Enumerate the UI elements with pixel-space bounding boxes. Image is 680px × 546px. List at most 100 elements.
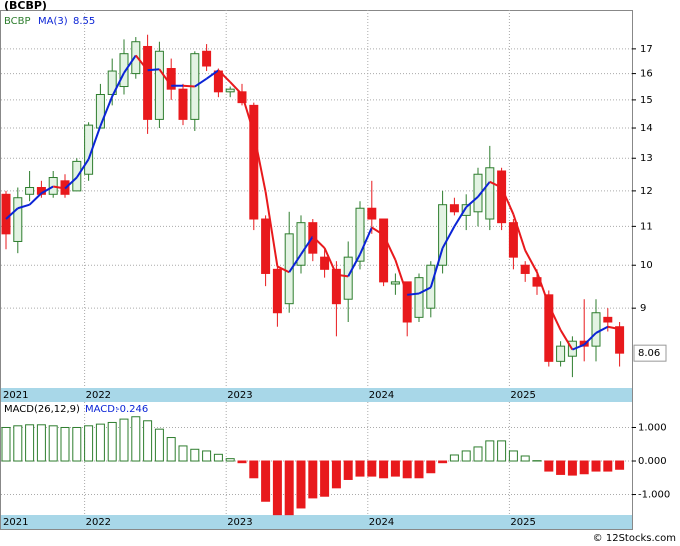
- ma-segment: [477, 181, 491, 198]
- ma-segment: [158, 68, 173, 87]
- candle-body: [296, 222, 306, 266]
- ma-segment: [572, 343, 585, 351]
- macd-bar: [166, 437, 176, 462]
- macd-bar: [95, 423, 105, 462]
- candle-body: [556, 345, 566, 362]
- x-tick-label: 2021: [3, 390, 28, 401]
- ma-segment: [17, 203, 30, 210]
- candle-body: [508, 222, 518, 258]
- y-tick-label: 10: [640, 260, 653, 271]
- y-tick-label: 12: [640, 186, 653, 197]
- macd-bar: [473, 446, 483, 462]
- candle-body: [414, 277, 424, 318]
- macd-bar: [591, 460, 601, 472]
- ma-segment: [429, 247, 444, 288]
- macd-bar: [485, 440, 495, 462]
- macd-bar: [131, 416, 141, 462]
- y-tick-label: 16: [640, 69, 653, 80]
- x-tick-label: 2022: [86, 517, 111, 528]
- ma-segment: [465, 195, 479, 208]
- x-tick-label: 2025: [510, 517, 535, 528]
- macd-bar: [449, 454, 459, 462]
- ma-segment: [418, 286, 432, 295]
- ma-segment: [182, 84, 195, 88]
- candle-body: [284, 233, 294, 305]
- macd-bar: [615, 460, 625, 470]
- candle-body: [485, 167, 495, 220]
- candle-body: [355, 207, 365, 262]
- ma-segment: [500, 187, 515, 215]
- x-tick-label: 2023: [227, 517, 252, 528]
- x-tick-label: 2024: [369, 390, 394, 401]
- candle-body: [272, 268, 282, 314]
- ma-segment: [371, 226, 385, 236]
- ma-segment: [264, 191, 279, 267]
- macd-bar: [556, 460, 566, 475]
- macd-bar: [154, 428, 164, 462]
- y-tick-label: 9: [640, 303, 646, 314]
- macd-bar: [379, 460, 389, 479]
- macd-bar: [72, 426, 82, 462]
- candle-body: [367, 207, 377, 220]
- footer: © 12Stocks.com: [593, 533, 676, 544]
- ma-segment: [524, 249, 538, 273]
- candle-body: [225, 88, 235, 93]
- ma-segment: [276, 265, 290, 274]
- candle-body: [343, 256, 353, 300]
- ma-segment: [347, 253, 361, 277]
- macd-bar: [143, 420, 153, 462]
- macd-bar: [308, 460, 318, 499]
- macd-bar: [225, 458, 235, 462]
- x-tick-label: 2023: [227, 390, 252, 401]
- ma-segment: [595, 325, 609, 334]
- candle-body: [449, 204, 459, 213]
- candle-body: [438, 204, 448, 266]
- candle-body: [591, 312, 601, 347]
- ma-segment: [75, 158, 90, 179]
- y-tick-label: 15: [640, 95, 653, 106]
- macd-bar: [414, 460, 424, 479]
- macd-bar: [367, 460, 377, 477]
- legend-macd-label: MACD:: [85, 404, 118, 415]
- macd-bar: [603, 460, 613, 472]
- macd-bar: [390, 460, 400, 477]
- macd-bar: [355, 460, 365, 477]
- candle-body: [119, 53, 129, 88]
- macd-bar: [567, 460, 577, 476]
- x-tick-label: 2021: [3, 517, 28, 528]
- ma-segment: [206, 69, 219, 80]
- ma-segment: [135, 54, 149, 71]
- candle-body: [320, 256, 330, 270]
- macd-bar: [320, 460, 330, 497]
- y-tick-label: 17: [640, 44, 653, 55]
- x-tick-label: 2024: [369, 517, 394, 528]
- macd-bar: [190, 448, 200, 462]
- candle-body: [497, 170, 507, 224]
- date-strip: [1, 388, 632, 402]
- macd-bar: [579, 460, 589, 475]
- ma-segment: [536, 271, 550, 306]
- legend-symbol: BCBP: [4, 16, 31, 27]
- ma-segment: [241, 94, 255, 134]
- candle-body: [461, 204, 471, 216]
- macd-bar: [520, 455, 530, 462]
- ma-segment: [111, 72, 125, 97]
- y-tick-label: 11: [640, 221, 653, 232]
- candle-body: [48, 177, 58, 195]
- ma-segment: [5, 207, 19, 220]
- candle-body: [520, 264, 530, 274]
- ma-segment: [394, 259, 409, 296]
- y-tick-label: -1.000: [638, 490, 670, 501]
- ma-segment: [229, 81, 243, 96]
- macd-bar: [178, 445, 188, 462]
- legend-macd-value: -0.246: [116, 404, 148, 415]
- candle-body: [261, 218, 271, 274]
- macd-bar: [272, 460, 282, 516]
- candle-body: [331, 268, 341, 305]
- ma-segment: [559, 329, 574, 351]
- candle-body: [95, 93, 105, 129]
- macd-bar: [107, 421, 117, 462]
- macd-bar: [296, 460, 306, 509]
- macd-bar: [331, 460, 341, 489]
- ma-segment: [607, 325, 620, 331]
